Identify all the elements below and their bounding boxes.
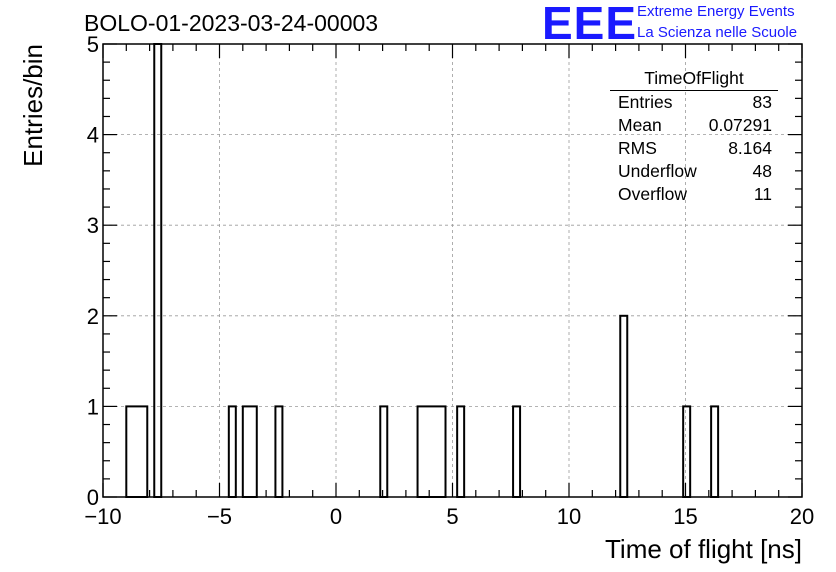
stats-rows: Entries 83 Mean 0.07291 RMS 8.164 Underflow 48 O… bbox=[610, 91, 778, 206]
histogram-bar bbox=[227, 405, 237, 498]
logo-mark: EEE bbox=[542, 0, 638, 49]
tick-labels: −10 −5 0 5 10 15 20 0 1 2 3 4 5 bbox=[84, 32, 814, 529]
histogram-bar bbox=[153, 43, 163, 498]
stats-label: RMS bbox=[618, 138, 657, 158]
stats-row: Entries 83 bbox=[610, 91, 778, 114]
histogram-bar bbox=[710, 405, 720, 498]
stats-row: Overflow 11 bbox=[610, 183, 778, 206]
y-tick-label: 1 bbox=[87, 394, 99, 419]
x-tick-label: 10 bbox=[557, 504, 581, 529]
stats-value: 8.164 bbox=[728, 138, 772, 158]
histogram-bar bbox=[456, 405, 466, 498]
x-tick-label: −5 bbox=[207, 504, 232, 529]
chart-title: BOLO-01-2023-03-24-00003 bbox=[84, 10, 379, 36]
x-tick-label: 20 bbox=[790, 504, 814, 529]
logo-line-1: Extreme Energy Events bbox=[637, 3, 795, 20]
stats-label: Underflow bbox=[618, 161, 697, 181]
histogram-bar bbox=[379, 405, 389, 498]
y-tick-label: 5 bbox=[87, 32, 99, 57]
stats-row: RMS 8.164 bbox=[610, 137, 778, 160]
x-tick-label: 5 bbox=[446, 504, 458, 529]
y-tick-label: 0 bbox=[87, 485, 99, 510]
histogram-bar bbox=[241, 405, 258, 498]
stats-row: Underflow 48 bbox=[610, 160, 778, 183]
stats-label: Entries bbox=[618, 92, 673, 112]
stats-label: Overflow bbox=[618, 184, 688, 204]
y-tick-label: 3 bbox=[87, 213, 99, 238]
logo-line-2: La Scienza nelle Scuole bbox=[637, 24, 798, 41]
axis-ticks bbox=[102, 43, 803, 498]
stats-value: 48 bbox=[752, 161, 772, 181]
x-tick-label: −10 bbox=[84, 504, 121, 529]
histogram-bar bbox=[682, 405, 692, 498]
x-tick-label: 15 bbox=[673, 504, 697, 529]
x-axis-label: Time of flight [ns] bbox=[605, 534, 802, 564]
stats-box: TimeOfFlight Entries 83 Mean 0.07291 RMS 8.16… bbox=[610, 68, 778, 206]
stats-value: 0.07291 bbox=[708, 115, 772, 135]
stats-title: TimeOfFlight bbox=[610, 68, 778, 91]
y-tick-label: 4 bbox=[87, 123, 99, 148]
stats-label: Mean bbox=[618, 115, 662, 135]
histogram-bar bbox=[274, 405, 284, 498]
histogram-bar bbox=[125, 405, 149, 498]
stats-value: 83 bbox=[752, 92, 772, 112]
y-axis-label: Entries/bin bbox=[18, 44, 48, 167]
stats-value: 11 bbox=[753, 184, 772, 204]
histogram-bar bbox=[416, 405, 447, 498]
stats-row: Mean 0.07291 bbox=[610, 114, 778, 137]
y-tick-label: 2 bbox=[87, 304, 99, 329]
x-tick-label: 0 bbox=[330, 504, 342, 529]
histogram-bar bbox=[512, 405, 522, 498]
